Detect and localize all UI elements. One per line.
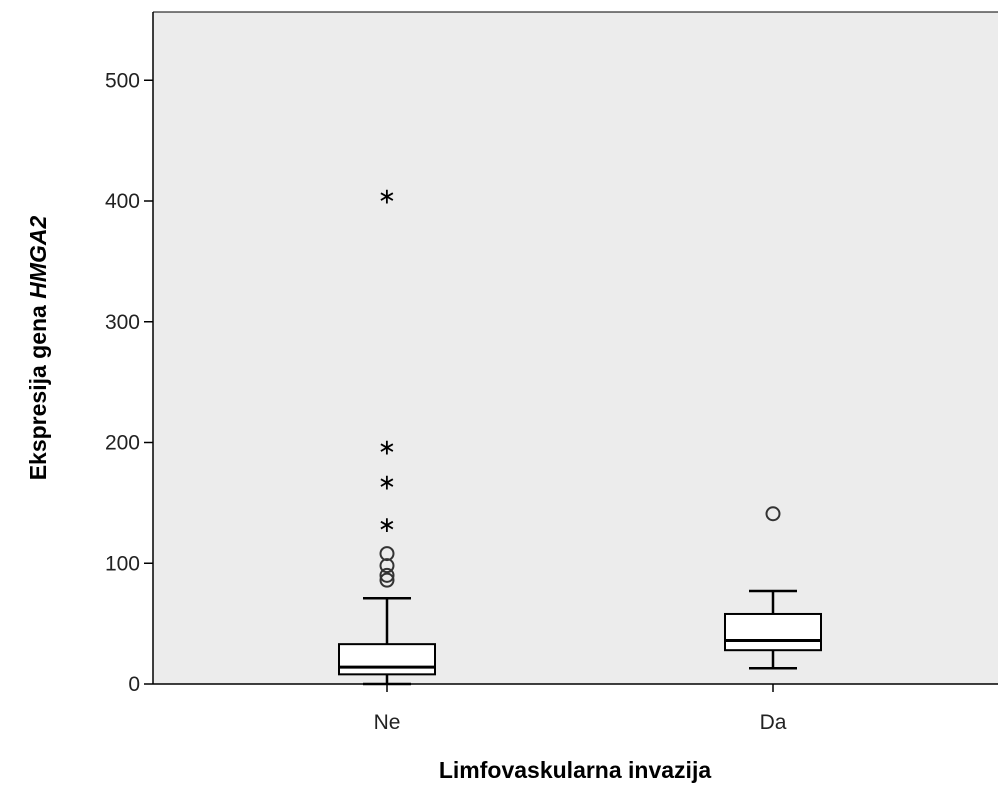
outlier-point [765, 506, 781, 522]
y-tick-label: 0 [128, 673, 140, 696]
iqr-box [338, 643, 436, 676]
extreme-point: ∗ [378, 436, 396, 461]
iqr-box [724, 612, 822, 652]
y-tick-label: 300 [105, 311, 140, 334]
y-axis-ticks: 0 100 200 300 400 500 [105, 69, 153, 696]
y-axis-title-gene: HMGA2 [25, 215, 51, 298]
extreme-point: ∗ [378, 471, 396, 496]
y-tick-label: 100 [105, 552, 140, 575]
x-tick-label: Ne [374, 711, 401, 734]
box-ne: ∗ ∗ ∗ ∗ [338, 185, 436, 686]
outlier-point [379, 567, 395, 583]
outlier-point [379, 572, 395, 588]
boxes-group: ∗ ∗ ∗ ∗ [338, 185, 822, 686]
x-tick-label: Da [760, 711, 787, 734]
y-tick-label: 500 [105, 69, 140, 92]
y-axis-title: Ekspresija gena HMGA2 [25, 215, 51, 480]
box-da [724, 506, 822, 670]
plot-area [153, 12, 998, 684]
x-axis-title: Limfovaskularna invazija [439, 757, 711, 783]
y-axis-title-main: Ekspresija gena [25, 299, 51, 481]
x-axis-ticks: Ne Da [374, 684, 787, 734]
y-tick-label: 200 [105, 432, 140, 455]
extreme-point: ∗ [378, 185, 396, 210]
outlier-point [379, 546, 395, 562]
y-tick-label: 400 [105, 190, 140, 213]
extreme-point: ∗ [378, 513, 396, 538]
